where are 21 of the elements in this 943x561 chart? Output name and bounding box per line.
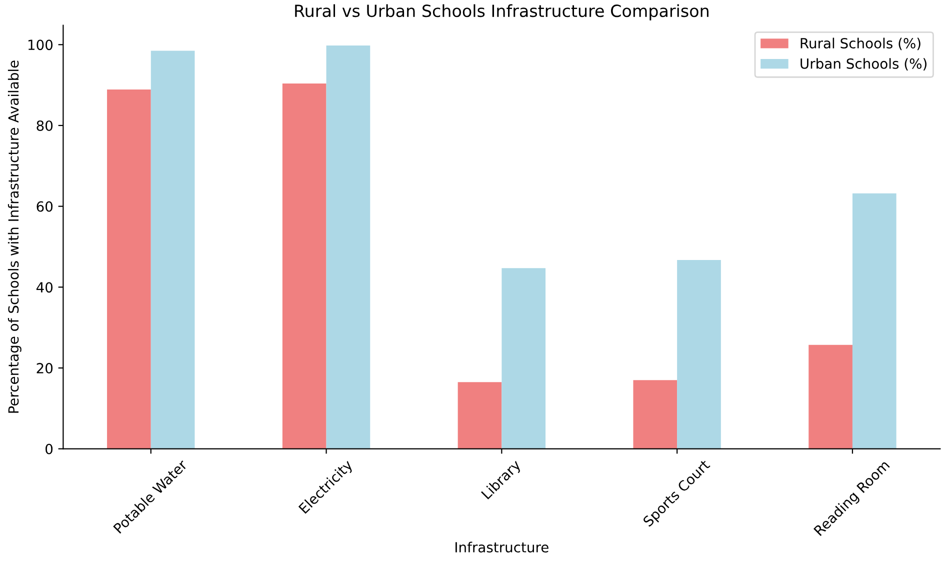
y-tick-label: 40 <box>36 282 53 293</box>
bar <box>458 382 502 449</box>
legend-label: Rural Schools (%) <box>800 38 920 50</box>
y-axis-title: Percentage of Schools with Infrastructure Available <box>8 60 22 413</box>
bar <box>852 193 896 449</box>
x-axis-title: Infrastructure <box>456 542 548 553</box>
bar <box>633 380 678 449</box>
y-tick-label: 20 <box>36 362 53 374</box>
legend-label: Urban Schools (%) <box>800 58 926 71</box>
bar <box>326 45 370 449</box>
bar <box>677 260 721 449</box>
chart-title: Rural vs Urban Schools Infrastructure Comparison <box>295 4 708 20</box>
bar <box>107 90 151 449</box>
y-tick-label: 80 <box>36 120 53 131</box>
y-tick-label: 60 <box>36 201 53 212</box>
bar <box>150 50 195 449</box>
y-tick-label: 0 <box>46 444 53 454</box>
y-tick-label: 100 <box>28 40 53 50</box>
bar <box>282 83 326 449</box>
bar <box>808 344 852 449</box>
bar <box>502 268 546 449</box>
